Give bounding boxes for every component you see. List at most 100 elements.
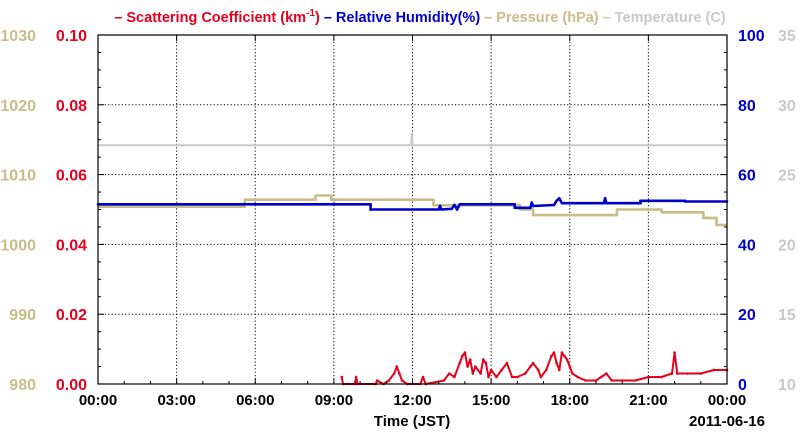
scattering-data-point [375, 379, 379, 382]
legend-entry-temperature: – Temperature (C) [599, 10, 726, 26]
humidity-data-point [555, 199, 558, 203]
temperature-axis-label: 20 [778, 237, 796, 254]
humidity-data-point [560, 201, 564, 205]
humidity-data-point [513, 206, 517, 210]
scattering-data-point [594, 379, 598, 382]
x-tick-label: 06:00 [236, 392, 274, 409]
scattering-data-point [699, 372, 703, 375]
humidity-axis-label: 40 [738, 237, 756, 254]
x-tick-label: 03:00 [157, 392, 195, 409]
x-tick-label: 21:00 [629, 392, 667, 409]
scattering-data-point [505, 361, 509, 365]
scattering-data-point [539, 375, 543, 379]
scattering-data-point [555, 361, 558, 365]
humidity-data-point [602, 201, 606, 205]
scattering-data-point [565, 358, 569, 361]
scattering-axis-label: 0.10 [56, 28, 87, 45]
scattering-data-point [468, 358, 472, 361]
scattering-data-point [442, 379, 446, 382]
scattering-data-point [447, 372, 451, 375]
scattering-axis-label: 0.06 [56, 168, 87, 185]
scattering-data-point [354, 375, 358, 379]
x-tick-label: 00:00 [708, 392, 746, 409]
pressure-axis-label: 990 [9, 307, 36, 324]
scattering-data-point [471, 372, 475, 375]
humidity-data-point [440, 208, 443, 211]
x-tick-label: 12:00 [393, 392, 431, 409]
x-tick-label: 15:00 [472, 392, 510, 409]
scattering-data-point [557, 368, 561, 372]
scattering-data-point [484, 361, 488, 365]
scattering-data-point [458, 361, 461, 365]
humidity-axis-label: 60 [738, 168, 756, 185]
scattering-data-point [474, 365, 477, 368]
humidity-axis-label: 0 [738, 377, 747, 394]
scattering-data-point [466, 365, 469, 368]
scattering-data-point [660, 375, 663, 379]
scattering-data-point [487, 375, 490, 379]
scattering-data-point [400, 379, 404, 382]
humidity-data-point [513, 202, 517, 206]
pressure-axis-label: 1010 [0, 168, 36, 185]
scattering-data-point [552, 351, 556, 354]
temperature-series-line [98, 133, 727, 147]
temperature-axis-label: 30 [778, 98, 796, 115]
scattering-data-point [568, 365, 572, 368]
scattering-data-point [500, 368, 503, 372]
scattering-data-point [576, 375, 579, 379]
scattering-data-point [675, 372, 679, 375]
scattering-data-point [560, 351, 564, 354]
chart-legend: – Scattering Coefficient (km-1) – Relati… [114, 8, 726, 26]
scattering-data-point [633, 379, 637, 382]
humidity-data-point [639, 199, 642, 203]
x-tick-label: 18:00 [551, 392, 589, 409]
humidity-data-point [369, 202, 372, 206]
humidity-axis-label: 100 [738, 28, 765, 45]
scattering-axis-label: 0.00 [56, 377, 87, 394]
label-layer: 00:00 03:00 06:00 09:00 12:00 15:00 18:00 21:00… [0, 28, 795, 409]
scattering-data-point [479, 372, 482, 375]
temperature-axis-label: 25 [778, 168, 796, 185]
scattering-data-point [537, 368, 540, 372]
scattering-data-point [516, 375, 519, 379]
x-axis-label: Time (JST) [374, 413, 450, 430]
temperature-axis-label: 10 [778, 377, 796, 394]
humidity-data-point [530, 201, 534, 204]
humidity-data-point [605, 201, 608, 205]
scattering-data-point [571, 372, 574, 375]
series-layer [96, 133, 729, 386]
scattering-data-point [523, 372, 527, 375]
pressure-axis-label: 980 [9, 377, 36, 394]
scattering-data-point [647, 375, 650, 379]
humidity-data-point [557, 197, 561, 200]
x-tick-label: 09:00 [315, 392, 353, 409]
scattering-data-point [529, 365, 532, 368]
scattering-axis-label: 0.02 [56, 307, 87, 324]
scattering-data-point [670, 372, 674, 375]
pressure-axis-label: 1000 [0, 237, 36, 254]
legend-entry-humidity: – Relative Humidity(%) [320, 10, 481, 26]
scattering-data-point [605, 372, 608, 375]
scattering-data-point [481, 358, 485, 361]
scattering-data-point [686, 372, 689, 375]
tick-layer [97, 34, 728, 385]
humidity-data-point [453, 203, 456, 207]
humidity-data-point [438, 204, 442, 208]
temperature-axis-label: 35 [778, 28, 796, 45]
humidity-axis-label: 20 [738, 307, 756, 324]
scattering-data-point [584, 379, 587, 382]
legend-superscript: -1 [306, 8, 315, 19]
legend-suffix: ) [315, 10, 320, 26]
scattering-data-point [544, 368, 548, 372]
legend-entry-scattering: – Scattering Coefficient (km [114, 10, 306, 26]
scattering-data-point [610, 379, 613, 382]
scattering-data-point [599, 375, 603, 379]
humidity-data-point [531, 204, 535, 208]
scattering-axis-label: 0.04 [56, 237, 87, 254]
humidity-data-point [603, 197, 607, 200]
pressure-axis-label: 1020 [0, 98, 36, 115]
humidity-data-point [455, 208, 459, 211]
